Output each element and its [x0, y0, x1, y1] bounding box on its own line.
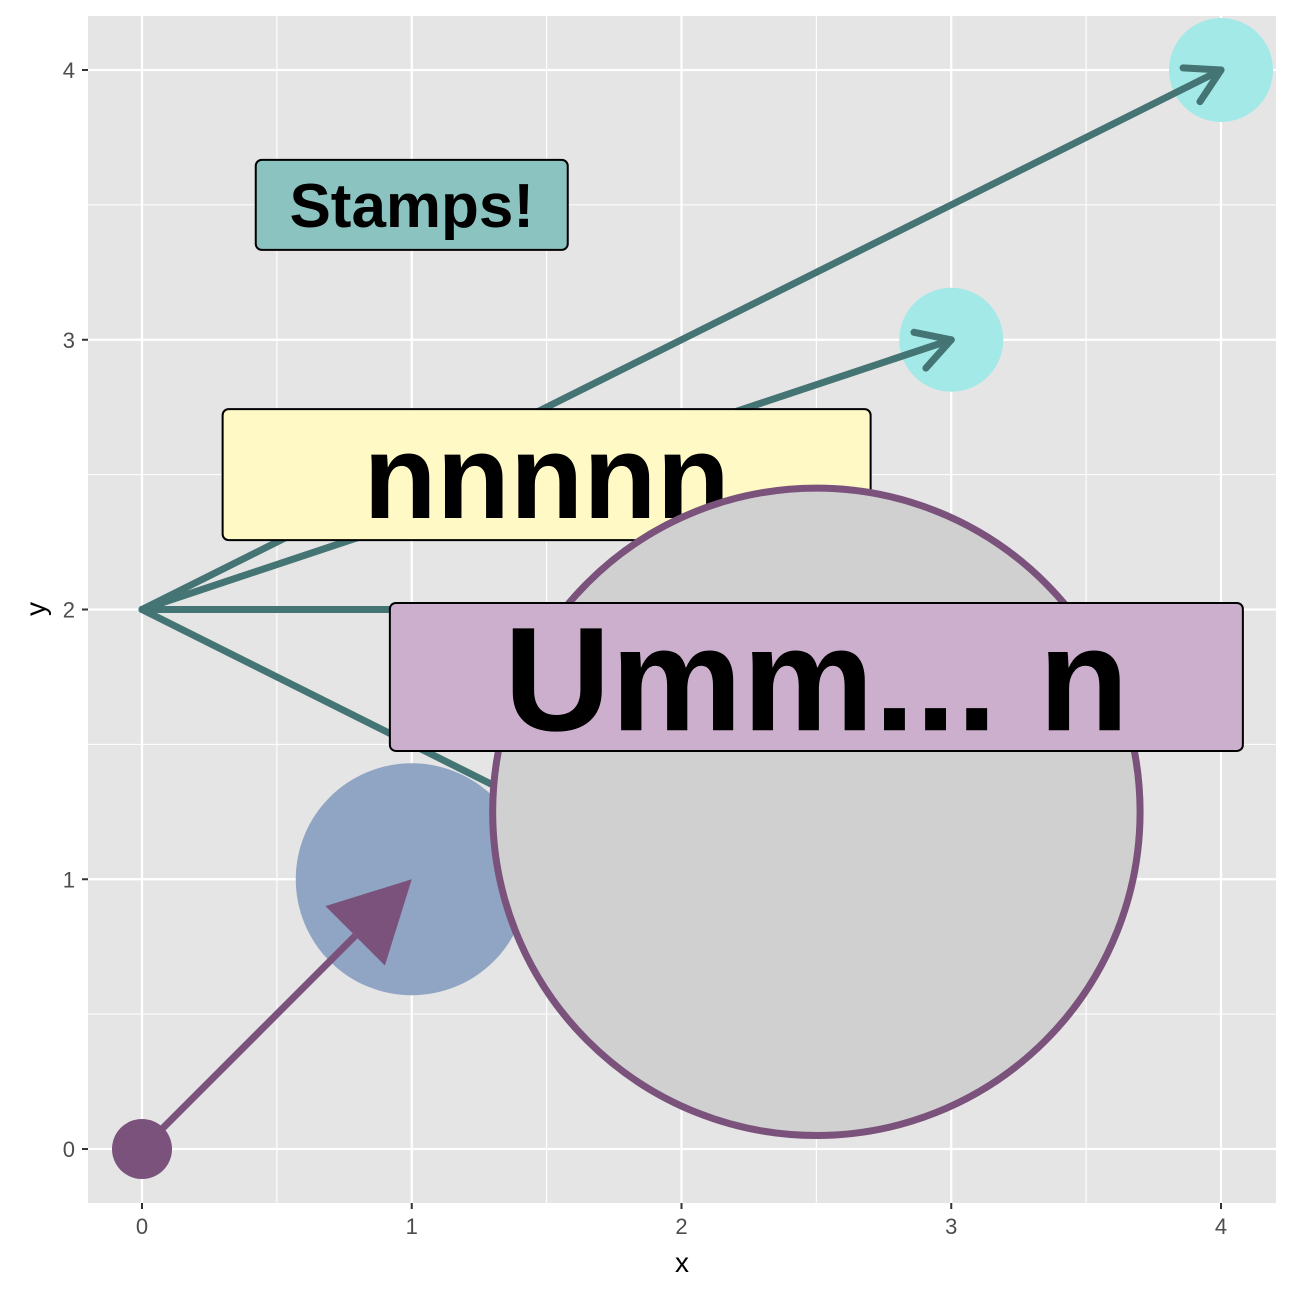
x-tick-labels: 0 1 2 3 4 — [136, 1214, 1227, 1239]
purple-arrow-shaft — [139, 933, 358, 1152]
purple-arrow-head — [325, 879, 412, 966]
stamp-label-umm: Umm... n — [388, 597, 1244, 762]
stamp-label-nnnnn: nnnnn — [221, 408, 872, 544]
stamp-label-stamps-box — [254, 158, 569, 251]
x-tick-label: 0 — [136, 1214, 148, 1239]
x-tick-label: 1 — [406, 1214, 418, 1239]
y-tick-labels: 0 1 2 3 4 — [63, 58, 75, 1162]
stamp-label-umm-box — [388, 601, 1244, 752]
x-axis-title: x — [675, 1247, 689, 1278]
axis-ticks — [82, 69, 1222, 1209]
y-tick-label: 0 — [63, 1137, 75, 1162]
teal-arrow-head — [1179, 64, 1225, 106]
marks: Stamps! nnnnn Umm... n — [112, 18, 1273, 1179]
y-tick-label: 4 — [63, 58, 75, 83]
stamp-label-stamps: Stamps! — [254, 158, 569, 251]
x-tick-label: 3 — [945, 1214, 957, 1239]
teal-arrow-head — [910, 328, 955, 372]
stamp-label-umm-text: Umm... n — [504, 597, 1129, 762]
y-tick-label: 3 — [63, 328, 75, 353]
y-tick-label: 2 — [63, 598, 75, 623]
gray-circle — [489, 484, 1144, 1140]
y-axis-title: y — [20, 602, 51, 616]
x-tick-label: 2 — [675, 1214, 687, 1239]
stamp-label-stamps-text: Stamps! — [289, 172, 534, 241]
y-tick-label: 1 — [63, 867, 75, 892]
x-tick-label: 4 — [1215, 1214, 1227, 1239]
